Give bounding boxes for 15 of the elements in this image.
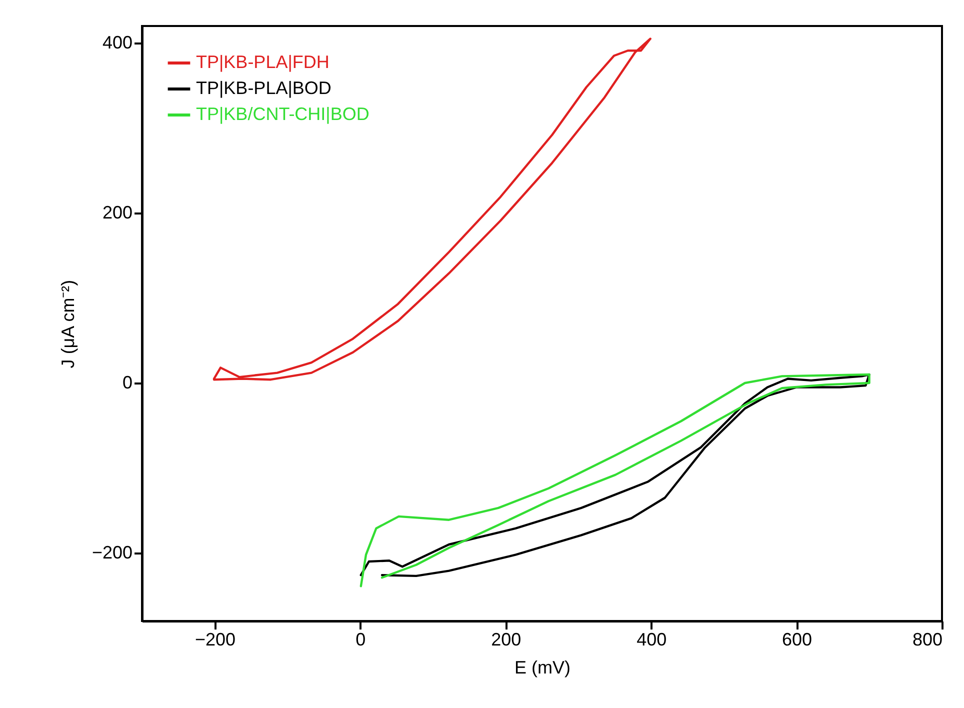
x-axis-title: E (mV): [514, 658, 570, 678]
x-tick-label: 0: [356, 630, 366, 650]
y-tick-label: 400: [102, 32, 132, 52]
x-tick-label: 800: [912, 630, 942, 650]
legend-label: TP|KB-PLA|BOD: [196, 78, 332, 98]
y-tick-label: −200: [92, 542, 132, 562]
legend-label: TP|KB-PLA|FDH: [196, 52, 330, 72]
x-tick-label: 400: [636, 630, 667, 650]
x-tick-label: 600: [782, 630, 812, 650]
x-tick-label: −200: [194, 630, 236, 650]
y-tick-label: 200: [102, 202, 132, 222]
legend-label: TP|KB/CNT-CHI|BOD: [196, 104, 370, 124]
y-tick-label: 0: [122, 372, 132, 392]
x-tick-label: 200: [491, 630, 522, 650]
y-axis-title: J (μA cm⁻²): [58, 280, 78, 368]
